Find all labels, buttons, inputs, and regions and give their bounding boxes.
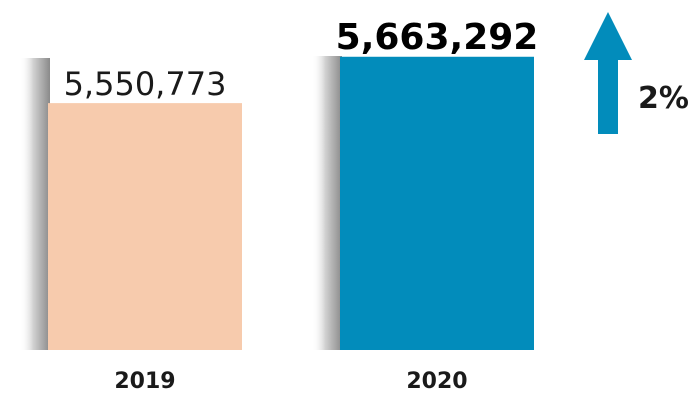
value-label-2020: 5,663,292 <box>336 17 539 58</box>
bar-2019 <box>48 103 242 350</box>
change-percent-label: 2% <box>638 81 689 116</box>
category-label-2019: 2019 <box>114 369 175 394</box>
value-label-2019: 5,550,773 <box>64 65 227 103</box>
bar-shadow-2020 <box>312 56 342 350</box>
category-label-2020: 2020 <box>406 369 467 394</box>
up-arrow-icon <box>584 12 632 134</box>
bar-shadow-2019 <box>20 58 50 350</box>
bar-2020 <box>340 56 534 350</box>
